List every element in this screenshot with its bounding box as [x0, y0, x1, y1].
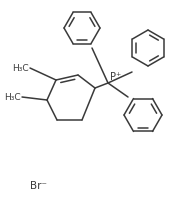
Text: H₃C: H₃C [12, 64, 29, 73]
Text: H₃C: H₃C [4, 92, 21, 102]
Text: Br⁻: Br⁻ [30, 181, 47, 191]
Text: P⁺: P⁺ [110, 72, 121, 82]
